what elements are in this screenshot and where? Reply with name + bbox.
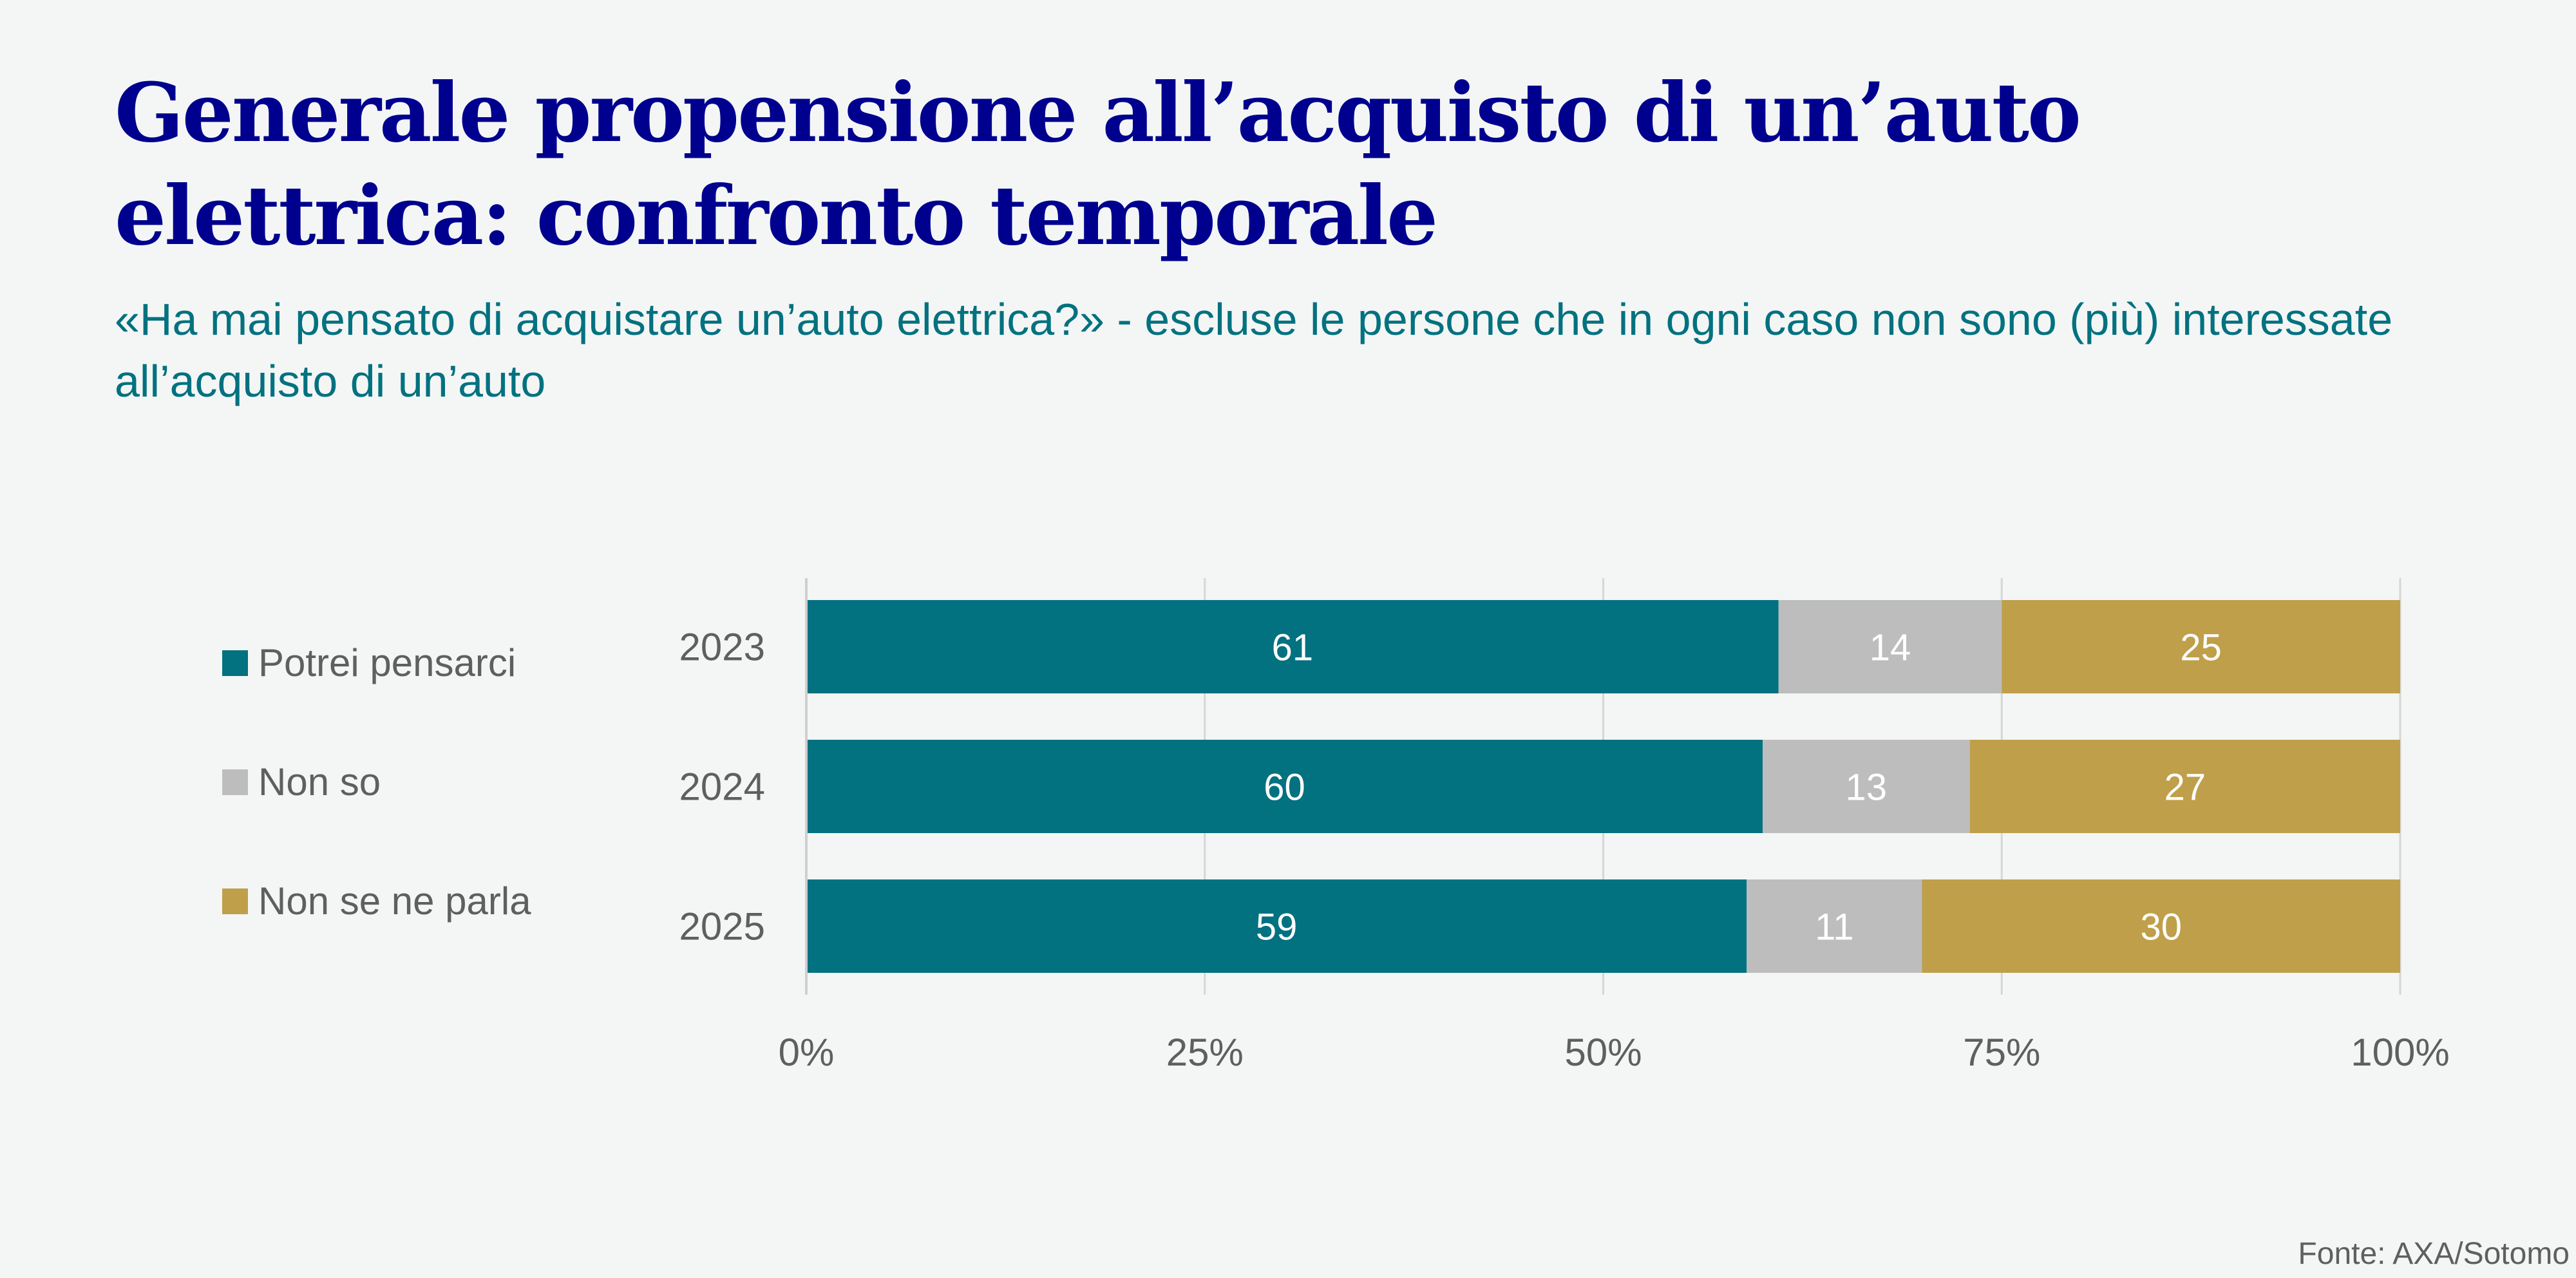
bar-2024-potrei-pensarci (806, 740, 1763, 833)
bar-2023-potrei-pensarci (806, 600, 1779, 693)
value-label-2023-non-se-ne-parla: 25 (2180, 627, 2222, 669)
x-tick-label-100: 100% (2351, 1031, 2449, 1074)
value-label-2023-non-so: 14 (1870, 627, 1911, 669)
legend-swatch-non-se-ne-parla (222, 888, 248, 914)
category-label-2024: 2024 (679, 766, 765, 809)
legend-swatch-potrei-pensarci (222, 650, 248, 676)
legend-label: Non se ne parla (258, 879, 531, 923)
value-label-2025-non-se-ne-parla: 30 (2140, 907, 2182, 948)
bar-2023-non-so (1778, 600, 2002, 693)
legend-item-potrei-pensarci: Potrei pensarci (222, 641, 516, 685)
x-tick-label-0: 0% (779, 1031, 835, 1074)
source-note: Fonte: AXA/Sotomo (2298, 1237, 2570, 1271)
bar-2024-non-so (1763, 740, 1970, 833)
bar-2024-non-se-ne-parla (1969, 740, 2400, 833)
value-label-2024-potrei-pensarci: 60 (1264, 767, 1305, 809)
value-label-2024-non-se-ne-parla: 27 (2164, 767, 2206, 809)
legend-swatch-non-so (222, 769, 248, 795)
x-tick-label-75: 75% (1963, 1031, 2040, 1074)
value-label-2023-potrei-pensarci: 61 (1272, 627, 1314, 669)
bar-2025-non-se-ne-parla (1922, 879, 2400, 973)
x-tick-label-50: 50% (1564, 1031, 1642, 1074)
legend-item-non-so: Non so (222, 760, 381, 804)
legend-label: Potrei pensarci (258, 641, 516, 684)
bar-2023-non-se-ne-parla (2002, 600, 2400, 693)
legend-item-non-se-ne-parla: Non se ne parla (222, 879, 531, 923)
chart-subtitle: «Ha mai pensato di acquistare un’auto el… (115, 294, 2393, 406)
category-label-2025: 2025 (679, 905, 765, 948)
value-label-2025-non-so: 11 (1815, 907, 1853, 948)
category-label-2023: 2023 (679, 626, 765, 669)
bar-2025-non-so (1747, 879, 1922, 973)
x-tick-label-25: 25% (1166, 1031, 1244, 1074)
bar-2025-potrei-pensarci (806, 879, 1747, 973)
value-label-2025-potrei-pensarci: 59 (1256, 907, 1298, 948)
value-label-2024-non-so: 13 (1846, 767, 1888, 809)
legend-label: Non so (258, 760, 381, 803)
chart-title: Generale propensione all’acquisto di un’… (115, 65, 2081, 263)
